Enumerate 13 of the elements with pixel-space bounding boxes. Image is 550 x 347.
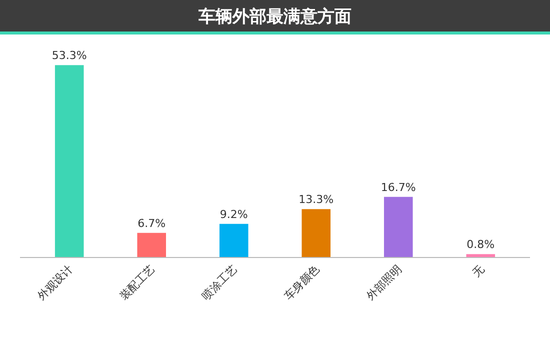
x-tick-label: 外部照明 xyxy=(364,262,404,303)
data-label: 6.7% xyxy=(138,216,166,230)
data-label: 13.3% xyxy=(298,193,334,206)
data-label: 16.7% xyxy=(380,180,416,194)
x-tick-label: 车身颜色 xyxy=(282,262,322,303)
chart-title: 车辆外部最满意方面 xyxy=(198,6,352,27)
x-tick-label: 装配工艺 xyxy=(117,262,158,303)
x-tick-label: 无 xyxy=(470,262,487,280)
data-label: 9.2% xyxy=(220,208,248,221)
x-tick-label: 外观设计 xyxy=(35,262,76,303)
data-label: 0.8% xyxy=(466,238,495,252)
data-label: 53.3% xyxy=(52,49,87,62)
x-tick-label: 喷涂工艺 xyxy=(200,262,240,303)
